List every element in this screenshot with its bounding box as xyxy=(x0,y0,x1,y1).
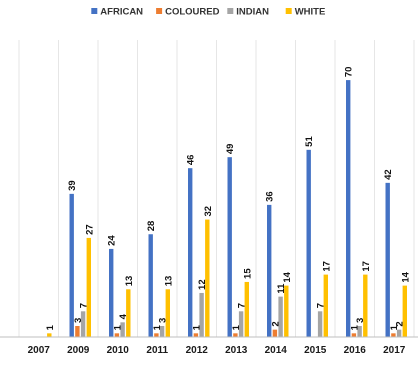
chart-gridlines xyxy=(18,40,415,337)
bar-white-2013 xyxy=(244,281,249,337)
data-label-white-2007: 1 xyxy=(45,324,56,330)
bar-african-2011 xyxy=(148,234,153,337)
bar-white-2016 xyxy=(363,274,368,337)
x-tick-label: 2014 xyxy=(265,345,288,356)
bar-african-2012 xyxy=(188,168,193,337)
bar-indian-2011 xyxy=(159,325,165,337)
bar-coloured-2010 xyxy=(114,333,120,337)
bar-white-2010 xyxy=(126,289,131,337)
data-label-coloured-2016: 1 xyxy=(349,324,360,330)
data-label-coloured-2017: 1 xyxy=(389,324,400,330)
data-label-white-2015: 17 xyxy=(321,261,332,272)
chart-legend: AFRICAN COLOURED INDIAN WHITE xyxy=(91,7,325,18)
data-label-african-2011: 28 xyxy=(146,221,157,232)
data-label-african-2013: 49 xyxy=(225,144,236,155)
chart-bars xyxy=(47,80,407,337)
bar-indian-2014 xyxy=(278,296,283,337)
data-label-white-2010: 13 xyxy=(124,276,135,287)
bar-indian-2012 xyxy=(199,292,204,337)
data-label-coloured-2012: 1 xyxy=(191,324,202,330)
data-label-african-2017: 42 xyxy=(383,169,394,180)
x-tick-label: 2011 xyxy=(146,345,168,356)
bar-indian-2017 xyxy=(396,329,402,337)
bar-african-2010 xyxy=(109,248,114,337)
bar-african-2014 xyxy=(267,204,272,337)
data-label-african-2009: 39 xyxy=(67,180,78,191)
x-tick-label: 2009 xyxy=(67,345,90,356)
data-label-coloured-2009: 3 xyxy=(73,318,84,323)
bar-coloured-2012 xyxy=(193,333,199,337)
data-label-african-2010: 24 xyxy=(107,235,118,246)
data-label-white-2012: 32 xyxy=(203,206,214,217)
x-tick-label: 2007 xyxy=(28,345,51,356)
bar-white-2015 xyxy=(323,274,328,337)
bar-white-2017 xyxy=(402,285,407,337)
legend-label-indian: INDIAN xyxy=(236,7,269,18)
bar-white-2009 xyxy=(86,237,91,337)
data-label-indian-2016: 3 xyxy=(355,318,366,323)
data-label-white-2013: 15 xyxy=(242,268,253,279)
legend-swatch-white xyxy=(285,8,292,14)
bar-coloured-2013 xyxy=(233,333,238,337)
data-label-african-2014: 36 xyxy=(265,191,276,202)
legend-label-african: AFRICAN xyxy=(100,7,143,18)
data-label-african-2015: 51 xyxy=(304,136,315,147)
data-label-coloured-2011: 1 xyxy=(152,324,163,330)
legend-swatch-african xyxy=(91,8,98,14)
bar-indian-2010 xyxy=(120,322,125,337)
data-label-african-2016: 70 xyxy=(344,67,355,78)
x-axis: 2007 2009 2010 2011 2012 2013 2014 2015 2016 2017 xyxy=(0,336,418,356)
bar-white-2007 xyxy=(47,333,52,337)
data-label-white-2014: 14 xyxy=(282,271,293,282)
data-label-indian-2010: 4 xyxy=(118,313,129,319)
data-label-coloured-2010: 1 xyxy=(112,324,123,330)
bar-african-2009 xyxy=(69,193,74,337)
bar-white-2014 xyxy=(284,285,289,337)
data-label-indian-2009: 7 xyxy=(79,303,90,308)
x-tick-label: 2016 xyxy=(344,345,367,356)
data-label-indian-2011: 3 xyxy=(158,318,169,323)
data-label-african-2012: 46 xyxy=(186,155,197,166)
chart-data-labels: 1393727241413281313461123249171536211145… xyxy=(45,67,411,331)
bar-white-2012 xyxy=(205,219,210,337)
bar-african-2015 xyxy=(306,149,311,337)
data-label-indian-2012: 12 xyxy=(197,279,208,290)
data-label-coloured-2014: 2 xyxy=(270,321,281,326)
data-label-indian-2017: 2 xyxy=(395,321,406,326)
legend-swatch-coloured xyxy=(156,8,163,14)
bar-indian-2009 xyxy=(80,311,86,337)
x-tick-label: 2017 xyxy=(383,345,406,356)
x-tick-label: 2013 xyxy=(225,345,248,356)
data-label-white-2011: 13 xyxy=(163,276,174,287)
bar-indian-2016 xyxy=(357,325,362,337)
legend-label-white: WHITE xyxy=(295,7,326,18)
bar-african-2016 xyxy=(346,80,351,337)
bar-african-2013 xyxy=(227,157,232,337)
data-label-indian-2013: 7 xyxy=(237,303,248,308)
x-tick-label: 2012 xyxy=(186,345,209,356)
data-label-white-2016: 17 xyxy=(361,261,372,272)
bar-coloured-2009 xyxy=(75,325,80,337)
data-label-coloured-2013: 1 xyxy=(231,324,242,330)
legend-swatch-indian xyxy=(227,8,234,14)
bar-coloured-2014 xyxy=(272,329,278,337)
data-label-white-2009: 27 xyxy=(84,224,95,235)
data-label-indian-2014: 11 xyxy=(276,283,287,294)
data-label-indian-2015: 7 xyxy=(316,303,327,308)
bar-coloured-2017 xyxy=(391,333,396,337)
data-label-white-2017: 14 xyxy=(400,271,411,282)
bar-indian-2015 xyxy=(317,311,323,337)
x-tick-label: 2010 xyxy=(107,345,130,356)
bar-indian-2013 xyxy=(238,311,244,337)
x-tick-label: 2015 xyxy=(304,345,327,356)
legend-label-coloured: COLOURED xyxy=(165,7,220,18)
bar-white-2011 xyxy=(165,289,170,337)
bar-african-2017 xyxy=(385,182,390,337)
bar-coloured-2016 xyxy=(351,333,357,337)
bar-coloured-2011 xyxy=(154,333,159,337)
